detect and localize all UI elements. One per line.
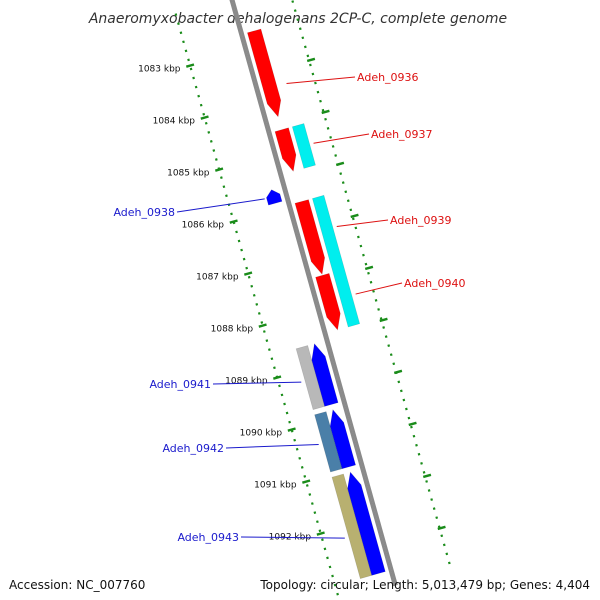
scale-tick-label: 1086 kbp <box>182 220 225 230</box>
scale-tick-label: 1085 kbp <box>167 168 210 178</box>
gene-label: Adeh_0938 <box>113 206 175 219</box>
scale-tick <box>243 271 253 276</box>
gene-label-leader <box>336 219 389 227</box>
gene-label: Adeh_0943 <box>177 531 239 544</box>
scale-tick-label: 1090 kbp <box>240 428 283 438</box>
gene-label: Adeh_0936 <box>357 71 419 84</box>
scale-tick <box>321 109 330 115</box>
scale-tick <box>316 531 325 536</box>
feature-block <box>291 123 316 169</box>
scale-tick <box>200 115 209 120</box>
gene-label-leader <box>286 76 356 85</box>
scale-tick-label: 1089 kbp <box>225 376 268 386</box>
right-dotted-guide <box>291 0 453 571</box>
scale-tick <box>393 369 403 375</box>
gene-label: Adeh_0942 <box>162 442 224 455</box>
gene-label-leader <box>212 381 302 385</box>
accession-text: Accession: NC_007760 <box>9 578 146 592</box>
scale-tick <box>214 167 224 172</box>
scale-tick-label: 1088 kbp <box>211 324 254 334</box>
scale-tick <box>335 161 345 167</box>
scale-tick <box>364 265 374 271</box>
scale-tick <box>185 63 195 68</box>
gene-label-leader <box>355 282 403 295</box>
gene-arrow <box>266 189 283 206</box>
gene-label: Adeh_0940 <box>404 277 466 290</box>
gene-arrow <box>347 471 386 576</box>
gene-arrow <box>247 28 282 118</box>
left-dotted-guide <box>174 13 341 600</box>
scale-tick <box>408 421 417 427</box>
scale-tick <box>437 525 446 531</box>
scale-tick-label: 1087 kbp <box>196 272 239 282</box>
gene-label: Adeh_0941 <box>149 378 211 391</box>
scale-tick <box>379 317 388 323</box>
scale-tick <box>229 219 238 224</box>
scale-tick <box>350 213 359 219</box>
genome-backbone <box>229 0 396 587</box>
scale-tick <box>422 473 432 479</box>
gene-label-leader <box>240 536 345 539</box>
gene-label: Adeh_0937 <box>371 128 433 141</box>
scale-tick-label: 1091 kbp <box>254 480 297 490</box>
scale-tick <box>302 479 311 484</box>
scale-tick <box>306 57 316 63</box>
gene-arrow <box>311 343 339 407</box>
scale-tick <box>287 427 296 432</box>
gene-label-leader <box>225 443 319 449</box>
gene-label-leader <box>313 133 370 144</box>
gene-arrow <box>274 127 297 172</box>
gene-arrow <box>315 273 341 331</box>
gene-arrow <box>329 409 356 470</box>
scale-tick-label: 1083 kbp <box>138 64 181 74</box>
feature-block <box>312 194 361 328</box>
gene-label-leader <box>176 198 265 213</box>
genome-summary-text: Topology: circular; Length: 5,013,479 bp… <box>260 578 590 592</box>
scale-tick <box>273 375 282 380</box>
gene-label: Adeh_0939 <box>390 214 452 227</box>
genome-backbone <box>231 0 398 586</box>
scale-tick <box>258 323 267 328</box>
gene-arrow <box>294 199 326 275</box>
scale-tick-label: 1084 kbp <box>153 116 196 126</box>
